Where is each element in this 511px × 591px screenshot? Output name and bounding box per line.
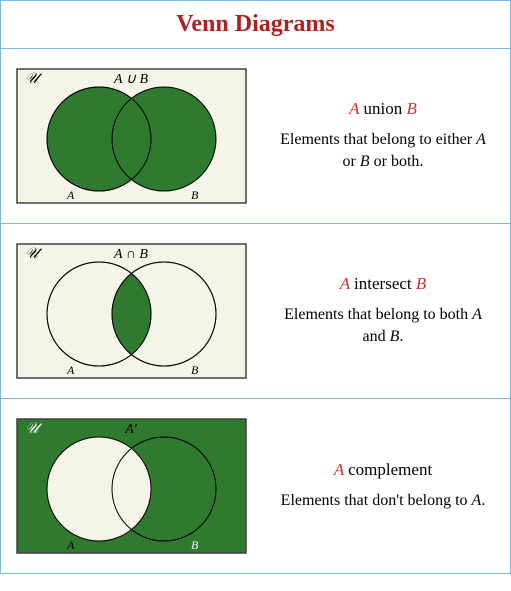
op-title: A union B [274,99,492,119]
header: Venn Diagrams [1,1,510,49]
op-title: A intersect B [274,274,492,294]
diagram-union: 𝒰 A ∪ B A B [9,61,264,211]
venn-row-complement: 𝒰 A′ A B A complement Elements that don'… [1,399,510,573]
svg-text:B: B [191,188,199,202]
venn-row-union: 𝒰 A ∪ B A B A union B Elements that belo… [1,49,510,224]
svg-text:A: A [66,188,75,202]
text-complement: A complement Elements that don't belong … [264,460,502,512]
venn-row-intersection: 𝒰 A ∩ B A B A intersect B Elements that … [1,224,510,399]
svg-text:B: B [191,538,199,552]
text-union: A union B Elements that belong to either… [264,99,502,174]
page-title: Venn Diagrams [11,11,500,38]
op-title: A complement [274,460,492,480]
op-desc: Elements that don't belong to A. [274,490,492,512]
svg-text:A′: A′ [124,422,138,437]
svg-text:A: A [66,538,75,552]
text-intersection: A intersect B Elements that belong to bo… [264,274,502,349]
svg-text:B: B [191,363,199,377]
svg-text:A ∪ B: A ∪ B [113,72,149,87]
venn-container: Venn Diagrams 𝒰 A ∪ B A B A union B Elem… [0,0,511,574]
op-desc: Elements that belong to both A and B. [274,304,492,349]
diagram-complement: 𝒰 A′ A B [9,411,264,561]
svg-text:A: A [66,363,75,377]
op-desc: Elements that belong to either A or B or… [274,129,492,174]
diagram-intersection: 𝒰 A ∩ B A B [9,236,264,386]
svg-text:A ∩ B: A ∩ B [113,247,148,262]
